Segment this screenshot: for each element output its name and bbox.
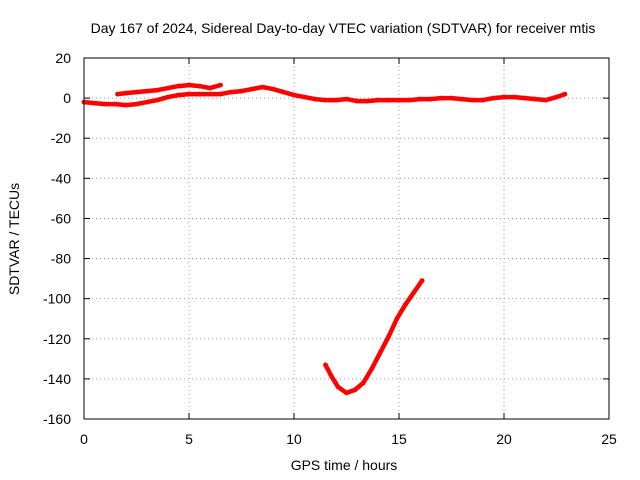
y-tick-label: -20 <box>51 130 71 146</box>
data-point <box>239 88 244 94</box>
data-point <box>459 96 465 102</box>
data-point <box>438 95 444 101</box>
data-point <box>249 86 255 92</box>
data-point <box>449 95 454 101</box>
data-point <box>480 97 486 103</box>
data-point <box>360 380 366 386</box>
data-point <box>197 83 202 89</box>
data-point <box>394 316 400 322</box>
y-tick-label: -80 <box>51 251 71 267</box>
data-point <box>369 366 375 372</box>
data-point <box>115 91 120 97</box>
y-tick-label: -40 <box>51 170 71 186</box>
data-point <box>543 97 549 103</box>
x-tick-label: 15 <box>391 431 407 447</box>
data-point <box>333 97 339 103</box>
x-tick-label: 0 <box>80 431 88 447</box>
data-point <box>428 96 433 102</box>
data-point <box>396 97 402 103</box>
x-tick-label: 10 <box>286 431 302 447</box>
data-point <box>354 98 360 104</box>
data-point <box>323 362 328 368</box>
data-point <box>165 85 171 91</box>
data-point <box>344 390 349 396</box>
y-tick-label: 20 <box>55 50 71 66</box>
data-point <box>291 92 297 98</box>
x-tick-labels: 0 5 10 15 20 25 <box>80 431 617 447</box>
data-point <box>123 102 129 108</box>
data-point <box>207 91 213 97</box>
data-point <box>281 89 286 95</box>
data-point <box>228 89 234 95</box>
plot-frame <box>83 57 610 420</box>
y-tick-label: -60 <box>51 210 71 226</box>
data-point <box>92 100 97 106</box>
series-3-line <box>323 278 425 396</box>
y-axis-label: SDTVAR / TECUs <box>6 183 22 295</box>
data-point <box>207 85 213 91</box>
data-point <box>365 98 370 104</box>
y-tick-label: -100 <box>43 291 71 307</box>
data-point <box>386 97 391 103</box>
data-point <box>155 97 160 103</box>
data-point <box>329 374 335 380</box>
data-point <box>533 96 538 102</box>
data-point <box>323 97 328 103</box>
data-point <box>176 92 181 98</box>
grid <box>84 58 609 419</box>
y-tick-labels: 20 0 -20 -40 -60 -80 -100 -120 -140 -160 <box>43 50 71 427</box>
data-point <box>155 87 160 93</box>
data-point <box>302 94 307 100</box>
data-point <box>407 97 412 103</box>
data-point <box>197 91 202 97</box>
y-tick-label: -120 <box>43 331 71 347</box>
data-point <box>522 95 528 101</box>
series-layer <box>81 82 568 396</box>
x-tick-label: 5 <box>185 431 193 447</box>
data-point <box>186 82 192 88</box>
data-point <box>419 278 425 283</box>
x-axis-label: GPS time / hours <box>291 457 398 473</box>
data-point <box>470 97 475 103</box>
x-tick-label: 25 <box>601 431 617 447</box>
data-point <box>491 95 496 101</box>
data-point <box>270 86 276 92</box>
data-point <box>102 101 108 107</box>
data-point <box>218 91 223 97</box>
data-point <box>417 96 423 102</box>
data-point <box>134 101 139 107</box>
data-point <box>134 89 139 95</box>
chart-title: Day 167 of 2024, Sidereal Day-to-day VTE… <box>91 20 596 36</box>
data-point <box>411 290 417 295</box>
data-point <box>375 97 381 103</box>
data-point <box>218 82 223 88</box>
data-point <box>402 302 408 308</box>
data-point <box>113 101 118 107</box>
data-point <box>312 96 318 102</box>
data-point <box>386 334 391 340</box>
tick-marks <box>83 57 610 420</box>
x-tick-label: 20 <box>496 431 512 447</box>
data-point <box>554 94 559 100</box>
data-point <box>144 99 150 105</box>
data-point <box>344 96 349 102</box>
data-point <box>123 90 129 96</box>
data-point <box>144 88 150 94</box>
y-tick-label: 0 <box>63 90 71 106</box>
data-point <box>512 94 517 100</box>
data-point <box>335 384 341 390</box>
data-point <box>165 94 171 100</box>
data-point <box>501 94 507 100</box>
y-tick-label: -140 <box>43 371 71 387</box>
data-point <box>352 387 358 393</box>
data-point <box>377 350 383 356</box>
data-point <box>260 84 265 90</box>
data-point <box>186 91 192 97</box>
data-point <box>562 91 568 97</box>
y-tick-label: -160 <box>43 411 71 427</box>
data-point <box>176 83 181 89</box>
